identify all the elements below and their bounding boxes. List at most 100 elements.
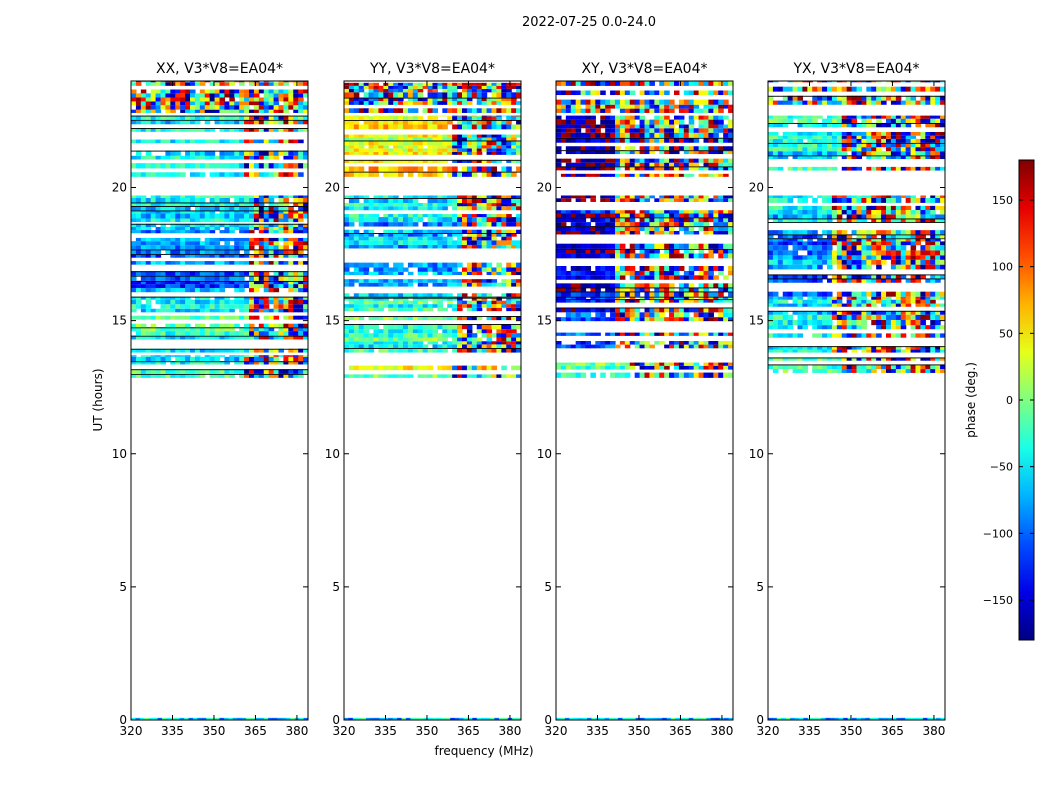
phase-cell — [708, 166, 714, 171]
phase-cell — [713, 275, 719, 280]
phase-cell — [688, 166, 695, 171]
phase-cell — [244, 213, 250, 219]
phase-cell — [457, 244, 463, 249]
phase-cell — [417, 293, 424, 297]
phase-cell — [501, 236, 507, 241]
phase-cell — [185, 348, 191, 353]
phase-cell — [452, 203, 458, 207]
phase-cell — [447, 140, 453, 146]
phase-cell — [713, 291, 719, 297]
phase-cell — [303, 202, 308, 206]
phase-cell — [703, 365, 710, 370]
phase-cell — [610, 213, 616, 218]
phase-cell — [388, 140, 394, 146]
phase-cell — [728, 222, 733, 227]
phase-cell — [634, 299, 641, 303]
flag-line — [556, 307, 733, 309]
phase-cell — [293, 163, 299, 169]
phase-cell — [388, 374, 394, 378]
phase-cell — [629, 217, 636, 223]
phase-cell — [688, 217, 695, 223]
phase-cell — [417, 171, 424, 177]
phase-cell — [165, 81, 171, 83]
phase-cell — [344, 195, 350, 199]
phase-cell — [150, 139, 157, 144]
phase-cell — [214, 296, 221, 300]
phase-cell — [516, 293, 521, 297]
phase-cell — [214, 308, 221, 313]
phase-cell — [678, 243, 685, 249]
phase-cell — [501, 300, 507, 305]
phase-cell — [383, 365, 389, 371]
phase-cell — [131, 172, 137, 177]
phase-cell — [219, 280, 226, 285]
phase-cell — [422, 97, 429, 102]
phase-cell — [570, 372, 577, 378]
phase-cell — [253, 101, 260, 106]
phase-cell — [150, 213, 157, 219]
phase-cell — [209, 163, 216, 169]
phase-cell — [457, 374, 463, 378]
phase-cell — [344, 374, 350, 378]
phase-cell — [140, 81, 147, 83]
phase-cell — [580, 162, 587, 167]
phase-cell — [194, 128, 201, 132]
phase-cell — [511, 279, 517, 283]
phase-cell — [718, 317, 724, 322]
phase-cell — [393, 344, 399, 349]
phase-cell — [654, 217, 660, 223]
phase-cell — [565, 312, 572, 318]
phase-cell — [204, 361, 211, 365]
phase-cell — [728, 296, 733, 300]
phase-cell — [560, 265, 567, 271]
phase-cell — [373, 236, 380, 241]
phase-cell — [605, 362, 611, 366]
phase-cell — [639, 132, 646, 138]
phase-cell — [244, 327, 250, 332]
phase-cell — [496, 151, 502, 155]
phase-cell — [644, 296, 651, 300]
phase-cell — [664, 265, 670, 271]
phase-cell — [219, 128, 226, 132]
phase-cell — [615, 253, 621, 259]
phase-cell — [368, 222, 375, 227]
phase-cell — [293, 275, 299, 281]
phase-cell — [669, 291, 675, 297]
phase-cell — [293, 355, 299, 357]
phase-cell — [214, 109, 221, 113]
phase-cell — [214, 275, 221, 281]
phase-cell — [283, 299, 289, 305]
phase-cell — [344, 333, 350, 338]
phase-cell — [703, 362, 710, 366]
phase-cell — [728, 195, 733, 199]
phase-cell — [303, 195, 308, 198]
phase-cell — [629, 317, 636, 322]
phase-cell — [437, 119, 443, 125]
phase-cell — [145, 249, 152, 255]
phase-cell — [447, 365, 453, 371]
phase-cell — [452, 271, 458, 276]
phase-cell — [575, 150, 582, 155]
phase-cell — [664, 132, 670, 138]
phase-cell — [160, 81, 167, 83]
phase-cell — [358, 145, 365, 149]
phase-cell — [204, 205, 211, 211]
phase-cell — [457, 271, 463, 276]
phase-cell — [693, 291, 700, 297]
phase-cell — [644, 210, 651, 214]
phase-cell — [344, 166, 350, 172]
phase-cell — [209, 361, 216, 365]
phase-cell — [145, 315, 152, 320]
phase-cell — [234, 213, 240, 219]
phase-cell — [224, 356, 230, 362]
phase-cell — [249, 163, 255, 169]
phase-cell — [471, 137, 478, 141]
phase-cell — [600, 717, 606, 720]
phase-cell — [234, 197, 240, 203]
phase-cell — [496, 217, 502, 223]
phase-cell — [442, 166, 448, 172]
phase-cell — [140, 205, 147, 211]
phase-cell — [432, 195, 439, 199]
phase-cell — [358, 307, 365, 312]
phase-cell — [175, 299, 181, 305]
